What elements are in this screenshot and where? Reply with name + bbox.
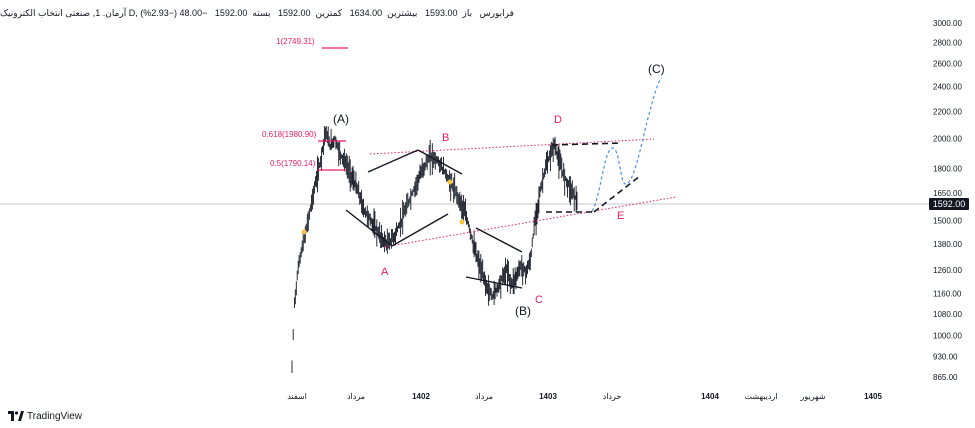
tradingview-logo-icon xyxy=(8,411,24,421)
wave-label-A: A xyxy=(381,266,389,278)
x-tick-label: 1403 xyxy=(539,392,557,401)
y-tick-label: 2000.00 xyxy=(933,134,962,143)
wave-label-C-paren: (C) xyxy=(648,62,665,76)
close-label: بسته xyxy=(252,8,271,18)
low-value: 1592.00 xyxy=(278,8,311,18)
high-label: بیشترین xyxy=(387,8,418,18)
x-axis: اسفند مرداد 1402 مرداد 1403 خرداد 1404 اردیبهشت… xyxy=(287,392,882,401)
projection-path xyxy=(591,77,663,212)
tradingview-logo[interactable]: TradingView xyxy=(8,409,82,423)
symbol-title: آرمان. 1, صنعتی انتخاب الکترونیک D, فراب… xyxy=(0,8,514,18)
y-tick-label: 2200.00 xyxy=(933,107,962,116)
fib-level-0618: 0.618(1980.90) xyxy=(262,130,346,142)
x-tick-label: خرداد xyxy=(603,392,622,401)
x-tick-label: مرداد xyxy=(475,392,493,401)
x-tick-label: 1405 xyxy=(864,392,882,401)
wave-label-D: D xyxy=(554,114,562,126)
fib-level-05: 0.5(1790.14) xyxy=(270,159,346,171)
triangle-b xyxy=(465,227,523,289)
marker-2 xyxy=(447,179,453,185)
y-tick-label: 1380.00 xyxy=(933,240,962,249)
open-value: 1593.00 xyxy=(424,8,458,18)
current-price-badge: 1592.00 xyxy=(929,198,969,210)
close-value: 1592.00 xyxy=(214,8,248,18)
price-series xyxy=(291,126,578,373)
dashed-lines xyxy=(546,142,641,213)
y-tick-label: 3000.00 xyxy=(933,19,962,28)
wave-label-B: B xyxy=(442,132,449,144)
y-tick-label: 1160.00 xyxy=(933,289,962,298)
change-value: −48.00 (−2.93%) xyxy=(140,8,208,18)
marker-1 xyxy=(301,229,307,235)
y-axis: 3000.00 2800.00 2600.00 2400.00 2200.00 2000.… xyxy=(933,19,962,382)
x-tick-label: اردیبهشت xyxy=(745,392,778,401)
y-tick-label: 1800.00 xyxy=(933,164,962,173)
symbol-header: آرمان. 1, صنعتی انتخاب الکترونیک D, فراب… xyxy=(0,8,514,24)
wave-label-E: E xyxy=(617,210,624,222)
x-tick-label: شهریور xyxy=(799,392,825,401)
x-tick-label: مرداد xyxy=(347,392,365,401)
x-tick-label: اسفند xyxy=(287,392,307,401)
low-label: کمترین xyxy=(315,8,343,18)
triangle-a xyxy=(345,149,463,247)
wave-label-B-paren: (B) xyxy=(515,304,531,318)
y-tick-label: 930.00 xyxy=(933,352,958,361)
x-tick-label: 1404 xyxy=(701,392,719,401)
y-tick-label: 2600.00 xyxy=(933,60,962,69)
y-tick-label: 1000.00 xyxy=(933,332,962,341)
channel-bottom xyxy=(383,196,677,248)
marker-3 xyxy=(459,219,465,225)
fib-level-0618-label: 0.618(1980.90) xyxy=(262,130,317,139)
y-tick-label: 1260.00 xyxy=(933,266,962,275)
fib-level-05-label: 0.5(1790.14) xyxy=(270,159,316,168)
wave-label-A-paren: (A) xyxy=(333,112,349,126)
y-tick-label: 1500.00 xyxy=(933,216,962,225)
y-tick-label: 1080.00 xyxy=(933,310,962,319)
open-label: باز xyxy=(462,8,473,18)
tradingview-brand-text: TradingView xyxy=(27,410,83,422)
y-tick-label: 2800.00 xyxy=(933,39,962,48)
wave-label-C: C xyxy=(535,294,543,306)
x-tick-label: 1402 xyxy=(412,392,430,401)
y-tick-label: 2400.00 xyxy=(933,83,962,92)
fib-level-1: 1(2749.31) xyxy=(276,37,348,49)
high-value: 1634.00 xyxy=(349,8,383,18)
y-tick-label: 1650.00 xyxy=(933,189,962,198)
fib-level-1-label: 1(2749.31) xyxy=(276,37,315,46)
y-tick-label: 865.00 xyxy=(933,373,958,382)
